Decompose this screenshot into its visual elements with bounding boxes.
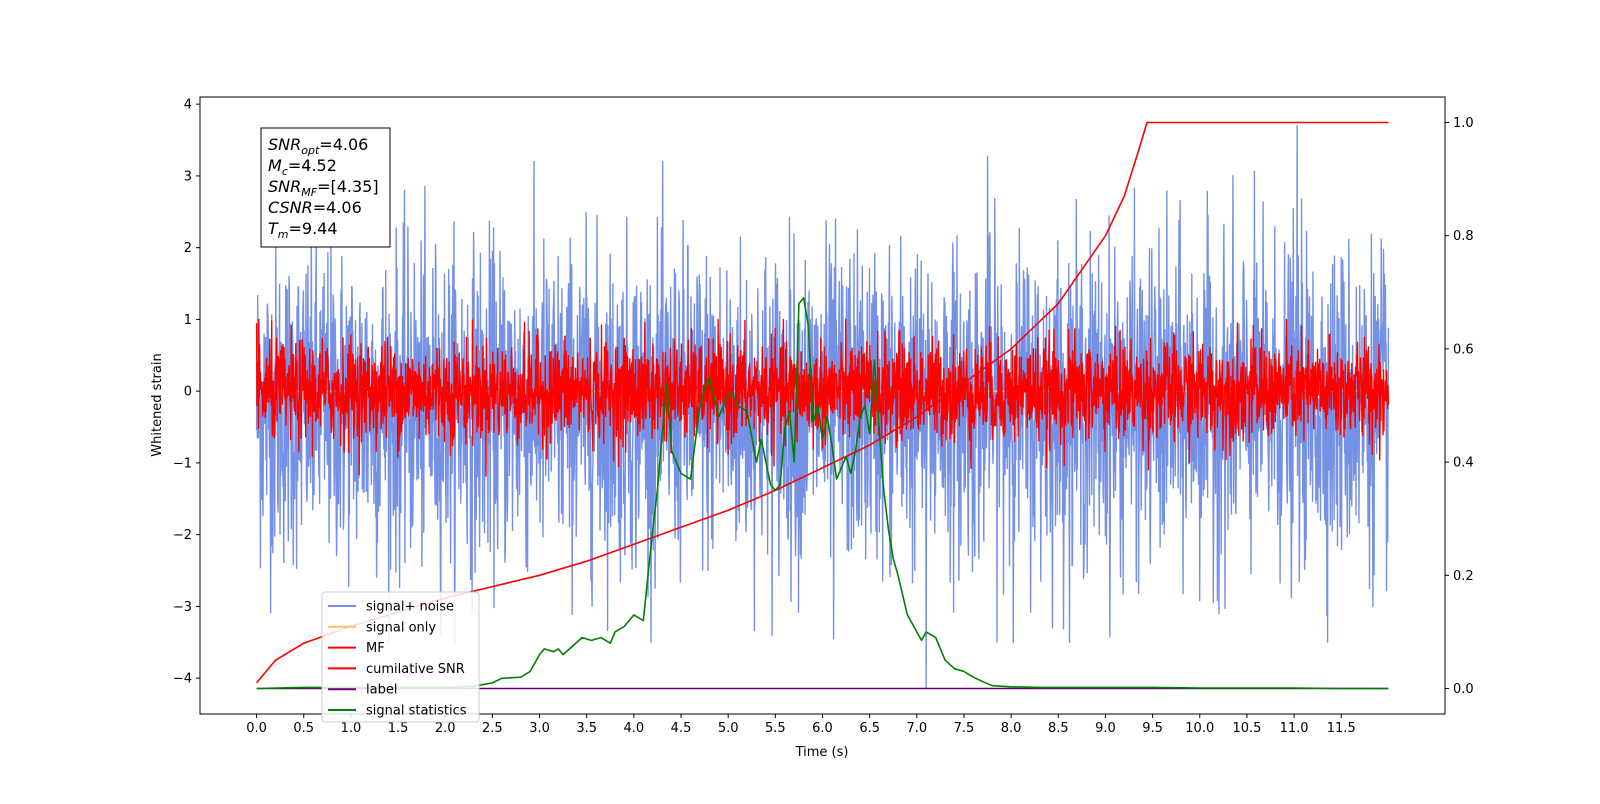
y-axis-left: 4 3 2 1 0 −1 −2 −3 −4 bbox=[173, 98, 200, 687]
y-tick-label: 2 bbox=[184, 241, 192, 256]
annotation-line: CSNR=4.06 bbox=[268, 198, 362, 217]
legend-label: signal statistics bbox=[366, 704, 467, 719]
x-tick-label: 8.5 bbox=[1048, 721, 1069, 736]
y-axis-label: Whitened strain bbox=[150, 353, 165, 456]
x-tick-label: 1.0 bbox=[341, 721, 362, 736]
x-axis: 0.0 0.5 1.0 1.5 2.0 2.5 3.0 3.5 4.0 4.5 5.0 5.5 6.0 6… bbox=[246, 714, 1356, 736]
y-tick-label: 4 bbox=[184, 98, 192, 113]
x-tick-label: 8.0 bbox=[1001, 721, 1022, 736]
y-tick-label: 1 bbox=[184, 313, 192, 328]
x-tick-label: 7.0 bbox=[906, 721, 927, 736]
x-tick-label: 4.0 bbox=[624, 721, 645, 736]
y-axis-right: 1.0 0.8 0.6 0.4 0.2 0.0 bbox=[1445, 116, 1474, 697]
x-tick-label: 2.0 bbox=[435, 721, 456, 736]
y2-tick-label: 0.4 bbox=[1453, 456, 1474, 471]
legend: signal+ noise signal only MF cumilative SNR… bbox=[321, 591, 480, 723]
x-tick-label: 2.5 bbox=[482, 721, 503, 736]
annotation-line: SNRopt=4.06 bbox=[268, 135, 368, 157]
x-tick-label: 0.5 bbox=[293, 721, 314, 736]
x-tick-label: 7.5 bbox=[954, 721, 975, 736]
y-tick-label: 0 bbox=[184, 385, 192, 400]
x-tick-label: 0.0 bbox=[246, 721, 267, 736]
series-line-signal-statistics bbox=[256, 297, 1389, 690]
y2-tick-label: 1.0 bbox=[1453, 116, 1474, 131]
x-tick-label: 9.0 bbox=[1095, 721, 1116, 736]
x-axis-label: Time (s) bbox=[795, 745, 849, 760]
legend-label: signal+ noise bbox=[366, 600, 454, 615]
x-tick-label: 9.5 bbox=[1142, 721, 1163, 736]
annotation-frame bbox=[260, 127, 391, 248]
x-tick-label: 10.0 bbox=[1185, 721, 1214, 736]
x-tick-label: 3.0 bbox=[529, 721, 550, 736]
x-tick-label: 3.5 bbox=[576, 721, 597, 736]
y-tick-label: −1 bbox=[173, 456, 192, 471]
series-line-mf bbox=[255, 318, 1390, 477]
y2-tick-label: 0.6 bbox=[1453, 342, 1474, 357]
annotation-line: SNRMF=[4.35] bbox=[268, 177, 379, 199]
y2-tick-label: 0.2 bbox=[1453, 569, 1474, 584]
y-tick-label: −3 bbox=[173, 600, 192, 615]
x-tick-label: 1.5 bbox=[388, 721, 409, 736]
x-tick-label: 11.0 bbox=[1280, 721, 1309, 736]
y-tick-label: −2 bbox=[173, 528, 192, 543]
annotation-line: Mc=4.52 bbox=[268, 156, 337, 178]
legend-label: signal only bbox=[366, 620, 436, 635]
legend-label: cumilative SNR bbox=[366, 662, 465, 677]
legend-label: MF bbox=[366, 641, 385, 656]
y-tick-label: −4 bbox=[173, 672, 192, 687]
y-tick-label: 3 bbox=[184, 169, 192, 184]
y2-tick-label: 0.8 bbox=[1453, 229, 1474, 244]
x-tick-label: 11.5 bbox=[1327, 721, 1356, 736]
legend-label: label bbox=[366, 683, 397, 698]
x-tick-label: 6.5 bbox=[859, 721, 880, 736]
x-tick-label: 5.5 bbox=[765, 721, 786, 736]
annotation-line: Tm=9.44 bbox=[268, 219, 338, 241]
y2-tick-label: 0.0 bbox=[1453, 682, 1474, 697]
x-tick-label: 10.5 bbox=[1232, 721, 1261, 736]
x-tick-label: 5.0 bbox=[718, 721, 739, 736]
x-tick-label: 4.5 bbox=[671, 721, 692, 736]
x-tick-label: 6.0 bbox=[812, 721, 833, 736]
legend-frame bbox=[321, 591, 480, 723]
